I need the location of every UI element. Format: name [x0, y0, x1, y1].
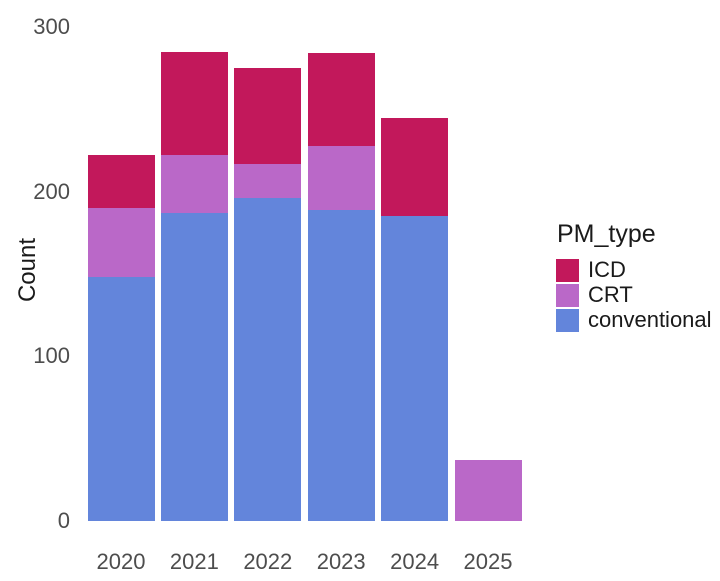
legend-swatch-crt: [556, 283, 579, 307]
bar-2021-segment-icd: [160, 51, 228, 156]
bar-2022-segment-conventional: [234, 198, 302, 521]
bar-2022: [234, 68, 302, 521]
y-tick-label-0: 0: [57, 508, 70, 533]
x-tick-label-2023: 2023: [316, 549, 366, 574]
bar-2020-segment-crt: [87, 208, 155, 278]
bar-2023: [307, 53, 375, 521]
legend-label-icd: ICD: [588, 257, 626, 282]
y-tick-label-300: 300: [33, 14, 70, 39]
y-tick-label-200: 200: [33, 178, 70, 204]
bar-2020-segment-conventional: [87, 277, 155, 521]
legend-label-crt: CRT: [588, 282, 633, 307]
legend-items: ICD CRT conventional: [556, 257, 712, 332]
x-tick-label-2024: 2024: [390, 549, 440, 574]
y-axis-title: Count: [14, 237, 41, 303]
bar-2021-segment-conventional: [160, 213, 228, 521]
legend-swatch-icd: [556, 258, 579, 282]
legend-item-icd: ICD: [556, 257, 712, 282]
legend-label-conventional: conventional: [588, 307, 712, 332]
bar-2025-segment-crt: [454, 460, 522, 521]
bar-2024-segment-icd: [381, 117, 449, 217]
legend-title: PM_type: [557, 220, 656, 248]
y-tick-label-100: 100: [33, 343, 70, 369]
bar-2022-segment-icd: [234, 68, 302, 164]
x-tick-label-2025: 2025: [463, 549, 513, 574]
bar-2024-segment-conventional: [381, 216, 449, 521]
bar-2020: [87, 155, 155, 521]
bar-2024: [381, 117, 449, 521]
bar-2021: [160, 51, 228, 521]
bar-2022-segment-crt: [234, 163, 302, 199]
x-tick-label-2021: 2021: [169, 549, 219, 574]
bar-2025: [454, 460, 522, 521]
legend-swatch-conventional: [556, 308, 579, 332]
x-tick-label-2020: 2020: [96, 549, 146, 574]
bar-2020-segment-icd: [87, 155, 155, 209]
x-tick-label-2022: 2022: [243, 549, 293, 574]
legend-item-crt: CRT: [556, 282, 712, 307]
bar-2021-segment-crt: [160, 155, 228, 214]
legend-item-conventional: conventional: [556, 307, 712, 332]
bar-2023-segment-conventional: [307, 209, 375, 521]
bar-2023-segment-crt: [307, 145, 375, 210]
bar-2023-segment-icd: [307, 53, 375, 146]
legend: PM_type ICD CRT conventional: [556, 220, 712, 333]
